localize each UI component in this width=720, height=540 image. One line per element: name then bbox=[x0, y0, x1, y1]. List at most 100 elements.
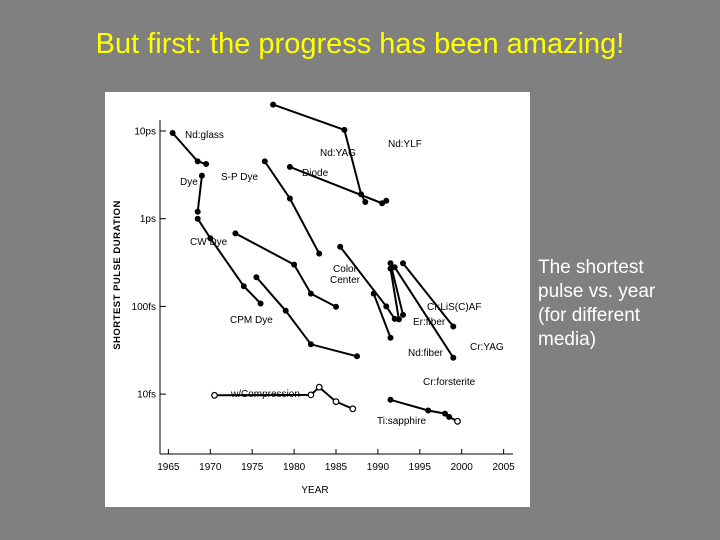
series-line bbox=[389, 268, 400, 320]
x-tick-label: 2005 bbox=[492, 462, 515, 473]
data-point bbox=[232, 230, 239, 237]
data-point bbox=[446, 413, 453, 420]
data-point bbox=[169, 129, 176, 136]
series-label: Center bbox=[330, 275, 361, 286]
series-label: Nd:YLF bbox=[388, 139, 422, 150]
data-point bbox=[341, 126, 348, 133]
data-point bbox=[315, 383, 323, 391]
y-axis-label: SHORTEST PULSE DURATION bbox=[112, 200, 123, 350]
data-point bbox=[286, 163, 293, 170]
series-nd-fiber bbox=[370, 290, 394, 341]
data-point bbox=[316, 250, 323, 257]
data-point bbox=[194, 208, 201, 215]
series-label: Cr:LiS(C)AF bbox=[427, 302, 481, 313]
data-point bbox=[450, 354, 457, 361]
series-label: Diode bbox=[302, 168, 329, 179]
series-label: Er:fiber bbox=[413, 317, 446, 328]
series-line bbox=[196, 218, 262, 305]
data-point bbox=[450, 323, 457, 330]
series-label: CPM Dye bbox=[230, 315, 273, 326]
caption-line: media) bbox=[538, 329, 597, 350]
series-cpm-dye bbox=[253, 274, 361, 360]
data-point bbox=[211, 391, 218, 399]
series-label: Nd:glass bbox=[185, 130, 224, 141]
series-line bbox=[234, 232, 337, 308]
data-point bbox=[387, 260, 394, 267]
series-nd-yag bbox=[261, 158, 323, 257]
series-nd-glass bbox=[169, 129, 210, 167]
data-point bbox=[370, 290, 377, 297]
y-tick-label: 1ps bbox=[140, 214, 156, 225]
series-line bbox=[402, 262, 455, 328]
data-point bbox=[261, 158, 268, 165]
series-color-center bbox=[337, 243, 398, 322]
data-point bbox=[354, 353, 361, 360]
data-point bbox=[203, 160, 210, 167]
caption-line: (for different bbox=[538, 305, 641, 326]
series-label: Dye bbox=[180, 177, 198, 188]
y-tick-label: 10fs bbox=[137, 390, 156, 401]
series-nd-ylf bbox=[270, 101, 369, 205]
data-point bbox=[282, 307, 289, 314]
y-tick-label: 10ps bbox=[134, 127, 156, 138]
data-point bbox=[307, 391, 315, 399]
series-line bbox=[272, 103, 367, 203]
series-diode bbox=[286, 163, 390, 207]
x-tick-label: 1995 bbox=[409, 462, 432, 473]
data-point bbox=[198, 172, 205, 179]
series-label: Cr:YAG bbox=[470, 342, 504, 353]
series-cr-yag bbox=[400, 260, 457, 330]
data-point bbox=[383, 303, 390, 310]
series-line bbox=[389, 263, 404, 316]
series-layer bbox=[169, 101, 461, 425]
data-point bbox=[207, 235, 214, 242]
y-tick-label: 100fs bbox=[132, 302, 156, 313]
series-ti-sapphire bbox=[387, 396, 461, 425]
series-line bbox=[393, 266, 455, 359]
series-s-p-dye bbox=[194, 215, 264, 307]
x-tick-label: 2000 bbox=[451, 462, 474, 473]
caption-line: pulse vs. year bbox=[538, 281, 656, 302]
pulse-duration-chart: 10ps 1ps 100fs 10fs 1965 1970 1975 1980 1985 1990… bbox=[112, 101, 515, 496]
x-axis-label: YEAR bbox=[301, 485, 328, 496]
series-label: CW Dye bbox=[190, 237, 228, 248]
axes: 10ps 1ps 100fs 10fs 1965 1970 1975 1980 1985 1990… bbox=[112, 120, 515, 496]
data-point bbox=[240, 283, 247, 290]
series-cr-lis-c-af bbox=[387, 260, 407, 318]
data-point bbox=[391, 264, 398, 271]
series-label: Cr:forsterite bbox=[423, 377, 476, 388]
series-er-fiber bbox=[387, 265, 402, 323]
data-point bbox=[387, 396, 394, 403]
data-point bbox=[395, 316, 402, 323]
series-label: Nd:fiber bbox=[408, 348, 444, 359]
data-point bbox=[194, 215, 201, 222]
caption-line: The shortest bbox=[538, 257, 644, 278]
data-point bbox=[442, 410, 449, 417]
data-point bbox=[307, 341, 314, 348]
data-point bbox=[307, 290, 314, 297]
series-label: Color bbox=[333, 264, 358, 275]
data-point bbox=[383, 197, 390, 204]
x-tick-label: 1975 bbox=[241, 462, 264, 473]
data-point bbox=[337, 243, 344, 250]
series-label: w/Compression bbox=[230, 389, 300, 400]
series-labels: Nd:glass Dye S-P Dye Nd:YAG Nd:YLF Diode CW Dy… bbox=[180, 130, 504, 427]
data-point bbox=[270, 101, 277, 108]
data-point bbox=[400, 260, 407, 267]
data-point bbox=[194, 158, 201, 165]
data-point bbox=[257, 300, 264, 307]
series-label: S-P Dye bbox=[221, 172, 258, 183]
data-point bbox=[454, 417, 461, 425]
x-tick-label: 1980 bbox=[283, 462, 306, 473]
data-point bbox=[253, 274, 260, 281]
chart-panel: 10ps 1ps 100fs 10fs 1965 1970 1975 1980 1985 1990… bbox=[105, 92, 530, 507]
x-tick-label: 1990 bbox=[367, 462, 390, 473]
data-point bbox=[425, 407, 432, 414]
data-point bbox=[286, 195, 293, 202]
slide-title: But first: the progress has been amazing… bbox=[95, 28, 625, 60]
x-tick-label: 1965 bbox=[157, 462, 180, 473]
series-line bbox=[372, 293, 392, 339]
data-point bbox=[400, 311, 407, 318]
chart-caption: The shortest pulse vs. year (for differe… bbox=[538, 256, 668, 352]
data-point bbox=[349, 405, 357, 413]
